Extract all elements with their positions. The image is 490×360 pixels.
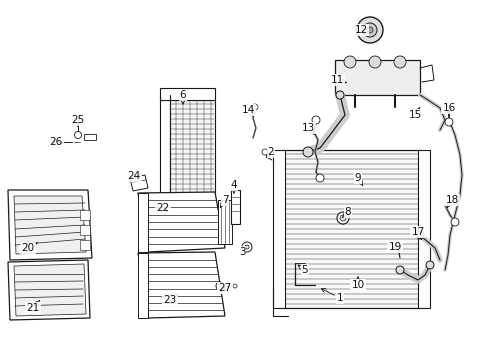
Polygon shape [8,260,90,320]
Text: 22: 22 [156,203,170,213]
Text: 14: 14 [242,105,255,116]
Polygon shape [273,150,285,308]
Text: 4: 4 [231,180,237,193]
Polygon shape [138,192,225,252]
Circle shape [233,284,237,288]
Text: 1: 1 [321,289,343,303]
Polygon shape [80,240,90,250]
Polygon shape [8,190,92,260]
Text: 20: 20 [22,242,37,253]
Circle shape [416,231,424,239]
Text: 21: 21 [26,301,40,313]
Circle shape [252,104,258,110]
Text: 17: 17 [412,227,425,239]
Circle shape [426,261,434,269]
Polygon shape [218,200,232,244]
Text: 12: 12 [354,25,368,35]
Circle shape [344,56,356,68]
Text: 2: 2 [267,147,274,157]
Circle shape [262,149,268,155]
Polygon shape [283,150,420,308]
Circle shape [337,212,349,224]
Text: 7: 7 [220,195,228,207]
Polygon shape [231,190,240,224]
Text: 5: 5 [298,265,308,275]
Polygon shape [335,60,420,95]
Polygon shape [160,100,170,200]
Text: 19: 19 [389,242,402,252]
Polygon shape [170,100,215,200]
Polygon shape [418,150,430,308]
Polygon shape [138,253,148,318]
Circle shape [336,91,344,99]
Text: 16: 16 [442,103,456,116]
Circle shape [367,27,373,33]
Text: 9: 9 [355,173,363,185]
Text: 27: 27 [219,283,232,293]
Text: 3: 3 [239,246,245,257]
Text: 8: 8 [343,207,351,217]
Text: 25: 25 [72,115,85,126]
Circle shape [245,245,249,249]
Circle shape [216,282,224,290]
Polygon shape [130,175,148,191]
Text: 23: 23 [163,294,178,305]
Circle shape [451,218,459,226]
Text: 18: 18 [445,195,459,207]
Text: 13: 13 [301,123,315,134]
Circle shape [242,242,252,252]
Circle shape [340,215,346,221]
Circle shape [74,131,81,139]
Circle shape [363,23,377,37]
Circle shape [303,147,313,157]
Polygon shape [84,134,96,140]
Text: 24: 24 [127,171,141,181]
Polygon shape [138,193,148,252]
Circle shape [445,118,453,126]
Text: 11: 11 [330,75,346,85]
Polygon shape [160,88,215,100]
Text: 6: 6 [180,90,186,104]
Text: 26: 26 [49,137,64,147]
Polygon shape [80,210,90,220]
Circle shape [357,17,383,43]
Circle shape [369,56,381,68]
Circle shape [312,116,320,124]
Text: 10: 10 [351,277,365,290]
Circle shape [446,105,451,111]
Circle shape [395,244,401,250]
Polygon shape [14,196,86,254]
Circle shape [396,266,404,274]
Circle shape [53,139,59,145]
Polygon shape [80,225,90,235]
Circle shape [394,56,406,68]
Circle shape [316,174,324,182]
Polygon shape [14,264,86,316]
Polygon shape [138,252,225,318]
Text: 15: 15 [408,108,421,120]
